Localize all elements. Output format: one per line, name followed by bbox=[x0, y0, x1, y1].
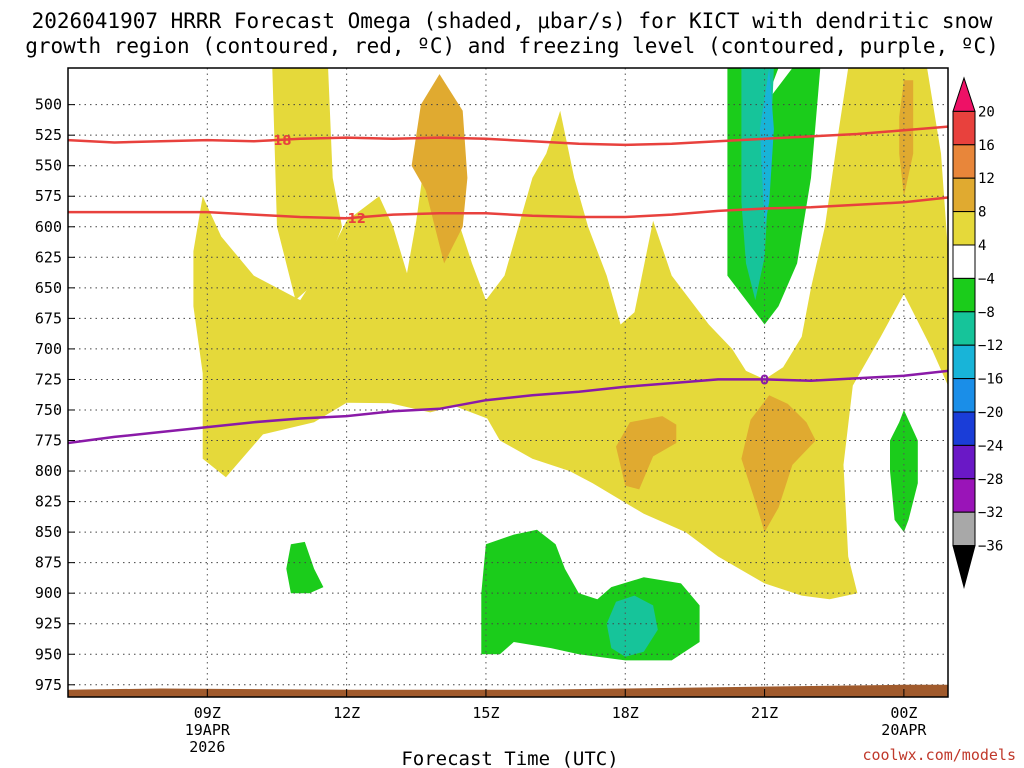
x-tick-label-18-0: 18Z bbox=[612, 704, 639, 722]
plot-area: −18 −12 0 bbox=[67, 67, 949, 698]
omega-region-1-2 bbox=[741, 395, 816, 533]
y-tick-label-600: 600 bbox=[35, 218, 62, 236]
colorbar-label-2: 12 bbox=[978, 171, 995, 187]
x-tick-label-24-0: 00Z bbox=[890, 704, 917, 722]
colorbar-label-0: 20 bbox=[978, 104, 995, 120]
colorbar-segment-0 bbox=[952, 76, 976, 112]
colorbar-label-11: −28 bbox=[978, 472, 1003, 488]
x-axis-label: Forecast Time (UTC) bbox=[401, 748, 618, 768]
colorbar-label-8: −16 bbox=[978, 372, 1003, 388]
y-tick-label-525: 525 bbox=[35, 126, 62, 144]
x-tick-label-15-0: 15Z bbox=[472, 704, 499, 722]
colorbar-segment-14 bbox=[952, 545, 976, 589]
x-tick-label-9-2: 2026 bbox=[189, 738, 225, 756]
x-tick-label-9-1: 19APR bbox=[185, 721, 231, 739]
contour-label-0: −18 bbox=[262, 134, 291, 149]
y-tick-label-500: 500 bbox=[35, 96, 62, 114]
x-tick-label-12-0: 12Z bbox=[333, 704, 360, 722]
contour-line-1 bbox=[68, 196, 949, 220]
colorbar-label-1: 16 bbox=[978, 138, 995, 154]
colorbar-segment-11 bbox=[952, 444, 976, 480]
colorbar-segment-2 bbox=[952, 144, 976, 179]
y-tick-label-575: 575 bbox=[35, 187, 62, 205]
colorbar-segment-9 bbox=[952, 378, 976, 413]
y-tick-label-800: 800 bbox=[35, 462, 62, 480]
colorbar-segment-3 bbox=[952, 177, 976, 213]
y-tick-label-825: 825 bbox=[35, 493, 62, 511]
colorbar: 20 16 12 8 4 −4 −8 −12 −16 −20 −24 −28 −32 −36 bbox=[952, 76, 1003, 589]
y-tick-label-750: 750 bbox=[35, 401, 62, 419]
omega-region-2-1 bbox=[286, 541, 324, 594]
y-tick-label-675: 675 bbox=[35, 309, 62, 327]
y-tick-label-650: 650 bbox=[35, 279, 62, 297]
colorbar-segment-13 bbox=[952, 511, 976, 547]
omega-region-1-3 bbox=[899, 80, 914, 197]
colorbar-label-10: −24 bbox=[978, 438, 1003, 454]
colorbar-label-12: −32 bbox=[978, 505, 1003, 521]
y-tick-label-550: 550 bbox=[35, 157, 62, 175]
colorbar-label-6: −8 bbox=[978, 305, 995, 321]
colorbar-segment-12 bbox=[952, 478, 976, 513]
colorbar-segment-5 bbox=[952, 244, 976, 279]
colorbar-label-13: −36 bbox=[978, 539, 1003, 555]
credit-text: coolwx.com/models bbox=[862, 746, 1016, 764]
colorbar-label-5: −4 bbox=[978, 271, 995, 287]
chart-title-line-2: growth region (contoured, red, ºC) and f… bbox=[25, 34, 999, 58]
colorbar-segment-6 bbox=[952, 277, 976, 313]
colorbar-label-3: 8 bbox=[978, 205, 986, 221]
x-tick-label-24-1: 20APR bbox=[881, 721, 927, 739]
x-tick-label-21-0: 21Z bbox=[751, 704, 778, 722]
terrain-fill bbox=[68, 684, 948, 697]
y-tick-label-775: 775 bbox=[35, 432, 62, 450]
colorbar-segment-8 bbox=[952, 344, 976, 380]
omega-region-2-2 bbox=[481, 529, 700, 661]
omega-region-3-1 bbox=[606, 595, 658, 657]
omega-region-4-0 bbox=[759, 68, 774, 227]
contour-label-2: 0 bbox=[760, 373, 769, 388]
plot-frame bbox=[67, 67, 949, 698]
contour-label-1: −12 bbox=[337, 212, 366, 227]
y-tick-label-875: 875 bbox=[35, 554, 62, 572]
y-tick-label-625: 625 bbox=[35, 248, 62, 266]
y-tick-label-700: 700 bbox=[35, 340, 62, 358]
contour-line-0 bbox=[67, 125, 949, 147]
colorbar-label-9: −20 bbox=[978, 405, 1003, 421]
colorbar-label-7: −12 bbox=[978, 338, 1003, 354]
omega-region-1-0 bbox=[411, 74, 468, 264]
y-tick-label-975: 975 bbox=[35, 676, 62, 694]
x-tick-label-9-0: 09Z bbox=[194, 704, 221, 722]
contour-line-2 bbox=[67, 369, 949, 445]
chart-title-line-1: 2026041907 HRRR Forecast Omega (shaded, … bbox=[32, 9, 993, 33]
colorbar-segment-1 bbox=[952, 110, 976, 146]
y-tick-label-900: 900 bbox=[35, 584, 62, 602]
colorbar-segment-4 bbox=[952, 211, 976, 246]
y-tick-label-950: 950 bbox=[35, 645, 62, 663]
colorbar-label-4: 4 bbox=[978, 238, 986, 254]
y-tick-label-725: 725 bbox=[35, 370, 62, 388]
colorbar-segment-7 bbox=[952, 311, 976, 346]
omega-region-1-1 bbox=[616, 416, 677, 490]
colorbar-segment-10 bbox=[952, 411, 976, 446]
y-tick-label-925: 925 bbox=[35, 615, 62, 633]
omega-region-0-0 bbox=[272, 68, 342, 301]
y-tick-label-850: 850 bbox=[35, 523, 62, 541]
y-axis-ticks: 500 525 550 575 600 625 650 675 700 725 750 775 800 8… bbox=[35, 96, 75, 694]
